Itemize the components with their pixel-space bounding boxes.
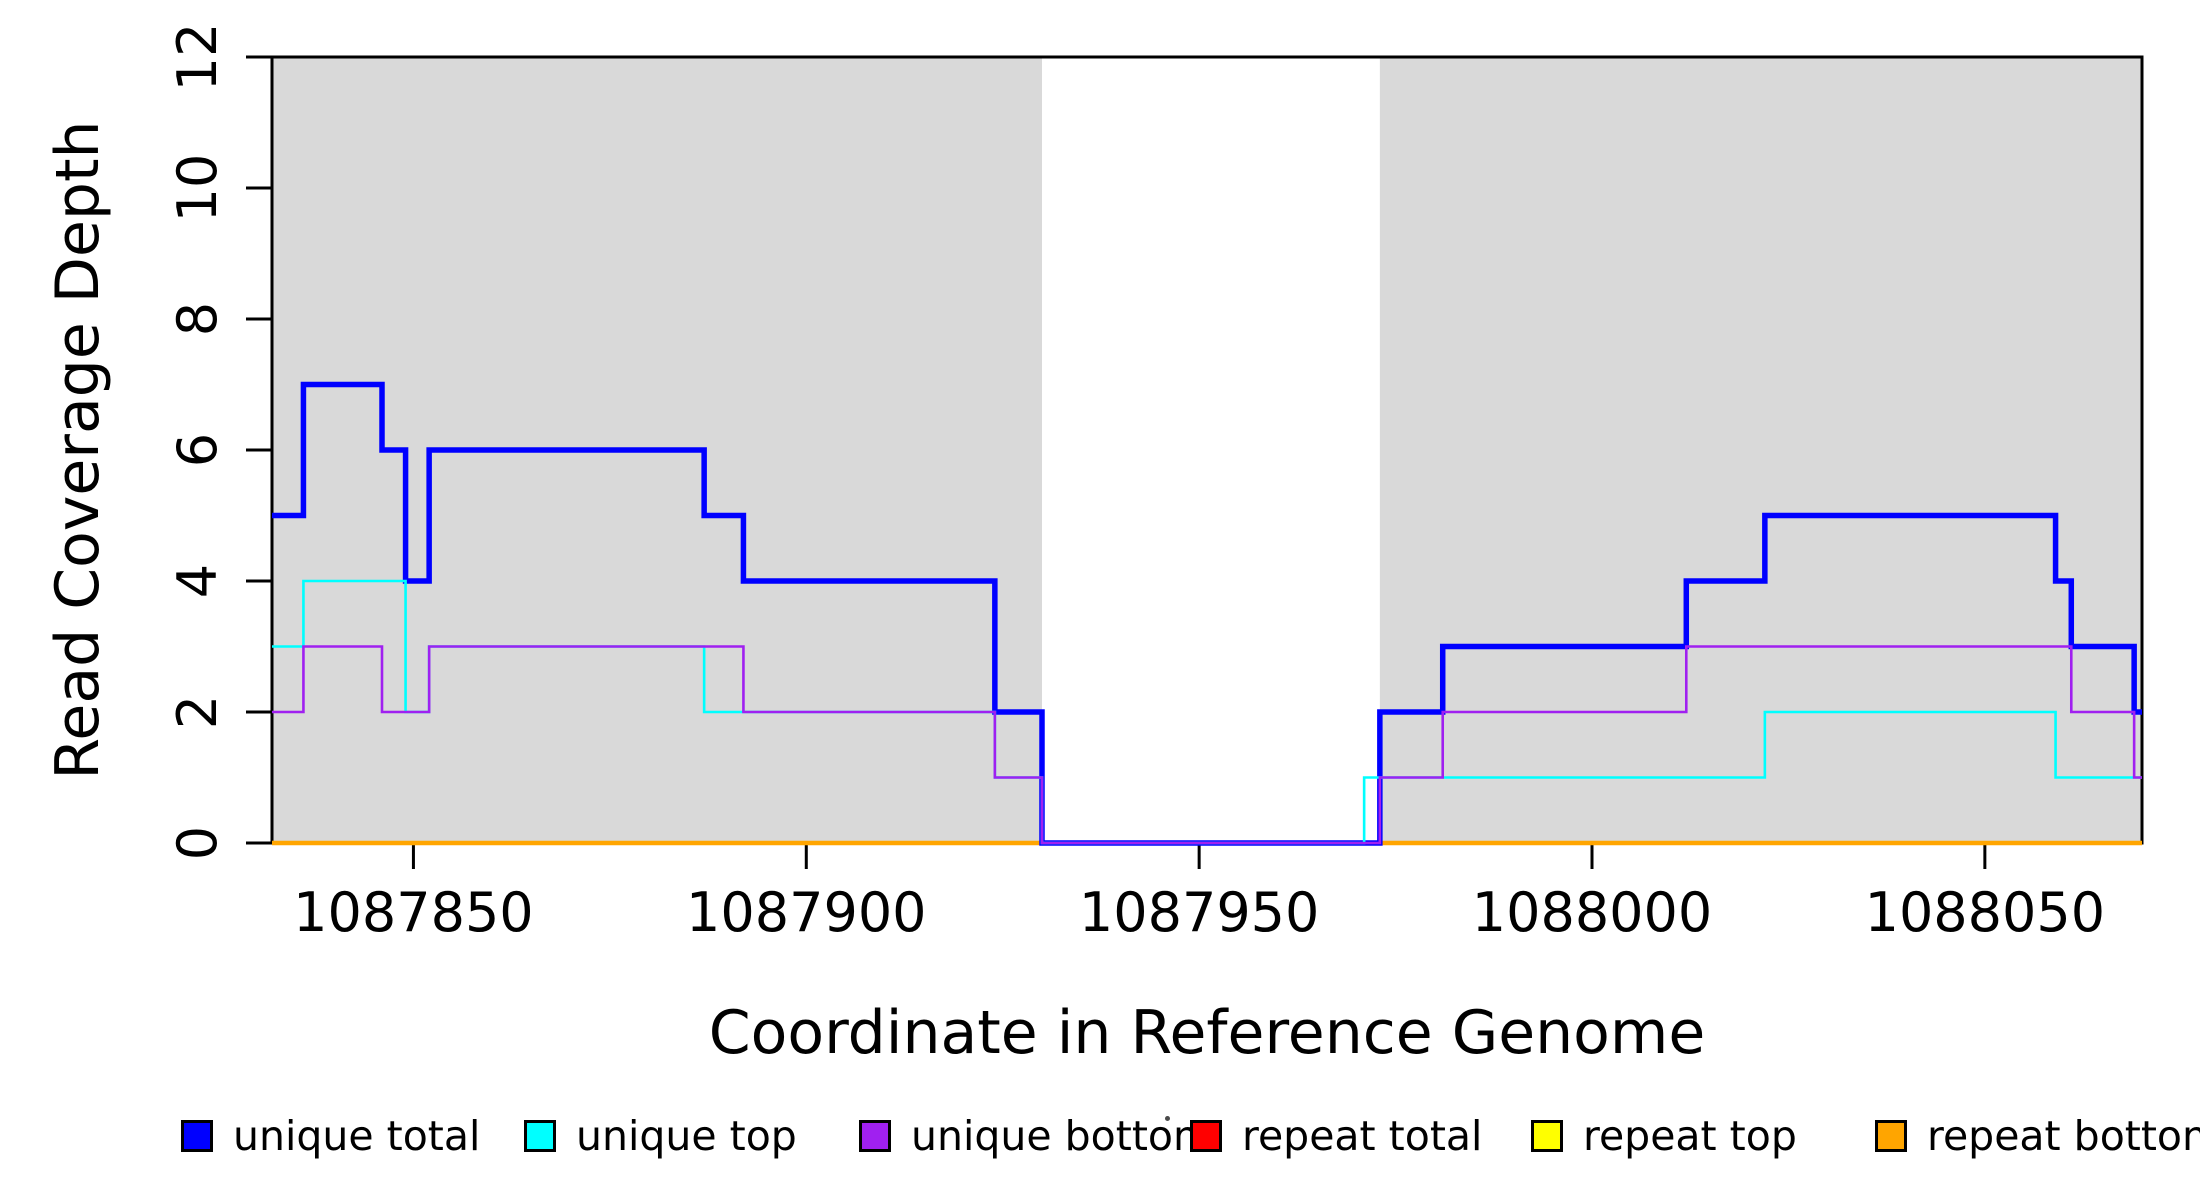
x-axis-tick-label-1087900: 1087900 [686, 881, 927, 944]
y-axis-tick-label-12: 12 [166, 23, 229, 92]
x-axis-title: Coordinate in Reference Genome [708, 998, 1706, 1068]
y-axis-tick-label-8: 8 [166, 302, 229, 336]
series-line-unique-bottom [272, 645, 2142, 845]
x-axis-tick-label-1087850: 1087850 [293, 881, 534, 944]
x-axis-tick-label-1087950: 1087950 [1079, 881, 1320, 944]
y-axis-tick-label-0: 0 [166, 826, 229, 860]
x-axis-tick-label-1088000: 1088000 [1472, 881, 1713, 944]
y-axis-tick-label-6: 6 [166, 433, 229, 467]
y-axis-title: Read Coverage Depth [43, 120, 113, 780]
y-axis-tick-label-2: 2 [166, 695, 229, 729]
stray-dot-artifact [1165, 1116, 1170, 1121]
x-axis-tick-label-1088050: 1088050 [1865, 881, 2106, 944]
y-axis-tick-label-10: 10 [166, 154, 229, 223]
shaded-region-right [1379, 57, 2142, 843]
y-axis-tick-label-4: 4 [166, 564, 229, 598]
